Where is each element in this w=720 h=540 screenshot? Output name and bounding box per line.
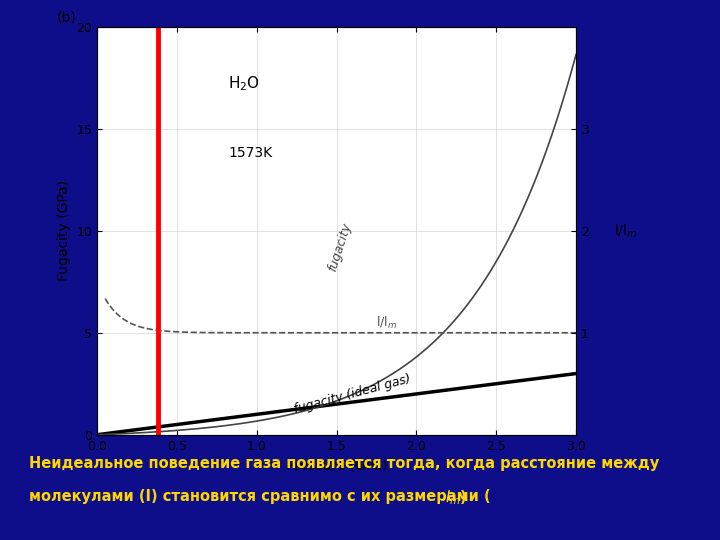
Text: fugacity (ideal gas): fugacity (ideal gas) <box>293 372 413 416</box>
Text: l/l$_m$: l/l$_m$ <box>614 222 638 240</box>
Text: (b): (b) <box>56 11 76 25</box>
Text: 1573K: 1573K <box>228 146 272 160</box>
Y-axis label: Fugacity (GPa): Fugacity (GPa) <box>57 180 71 281</box>
Text: l/l$_m$: l/l$_m$ <box>377 314 397 330</box>
Text: $\mathit{I}_m$): $\mathit{I}_m$) <box>445 489 467 508</box>
X-axis label: Pressure (GPa): Pressure (GPa) <box>286 458 387 472</box>
Text: H$_2$O: H$_2$O <box>228 75 260 93</box>
Text: fugacity: fugacity <box>326 221 354 273</box>
Text: молекулами (I) становится сравнимо с их размерами (: молекулами (I) становится сравнимо с их … <box>29 489 490 504</box>
Text: Неидеальное поведение газа появляется тогда, когда расстояние между: Неидеальное поведение газа появляется то… <box>29 456 659 471</box>
